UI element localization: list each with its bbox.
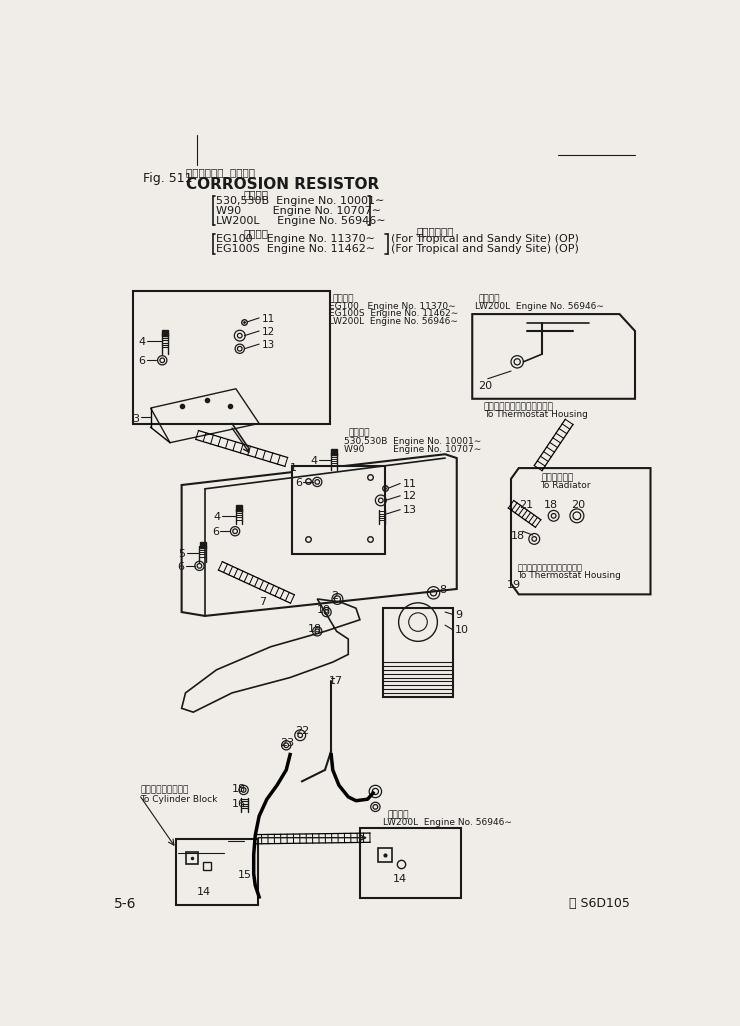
Text: 3: 3 xyxy=(132,415,139,424)
Text: 6: 6 xyxy=(212,527,219,538)
Bar xyxy=(383,608,453,697)
Text: コロージョン  レジスタ: コロージョン レジスタ xyxy=(186,167,255,177)
Text: 21: 21 xyxy=(519,501,533,510)
Text: W90         Engine No. 10707∼: W90 Engine No. 10707∼ xyxy=(217,205,382,215)
Text: 18: 18 xyxy=(545,501,559,510)
Text: 9: 9 xyxy=(455,609,462,620)
Text: To Cylinder Block: To Cylinder Block xyxy=(141,794,218,803)
Text: 12: 12 xyxy=(261,327,275,338)
Text: 適用号機: 適用号機 xyxy=(387,811,408,820)
Text: 6: 6 xyxy=(177,562,184,573)
Text: To Thermostat Housing: To Thermostat Housing xyxy=(517,571,621,581)
Text: 19: 19 xyxy=(507,580,521,590)
Text: LW200L  Engine No. 56946∼: LW200L Engine No. 56946∼ xyxy=(329,317,458,326)
Bar xyxy=(132,291,331,424)
Text: W90          Engine No. 10707∼: W90 Engine No. 10707∼ xyxy=(344,445,482,453)
Text: LW200L  Engine No. 56946∼: LW200L Engine No. 56946∼ xyxy=(383,819,512,827)
Text: 適用号機: 適用号機 xyxy=(333,294,354,303)
Text: 10: 10 xyxy=(455,625,469,635)
Text: 4: 4 xyxy=(310,456,317,466)
Text: 530,530B  Engine No. 10001∼: 530,530B Engine No. 10001∼ xyxy=(344,437,482,446)
Text: 4: 4 xyxy=(138,338,145,347)
Text: 18: 18 xyxy=(232,784,246,794)
Text: 14: 14 xyxy=(197,886,211,897)
Text: LW200L     Engine No. 56946∼: LW200L Engine No. 56946∼ xyxy=(217,215,386,226)
Text: 熱帯砂地仕様: 熱帯砂地仕様 xyxy=(417,227,454,236)
Text: 1: 1 xyxy=(290,464,297,473)
Text: 6: 6 xyxy=(295,478,302,488)
Text: 23: 23 xyxy=(280,738,295,748)
Text: CORROSION RESISTOR: CORROSION RESISTOR xyxy=(186,177,379,192)
Text: サーモスタットハウジングへ: サーモスタットハウジングへ xyxy=(484,402,554,410)
Text: EG100S  Engine No. 11462∼: EG100S Engine No. 11462∼ xyxy=(217,244,376,254)
Text: LW200L  Engine No. 56946∼: LW200L Engine No. 56946∼ xyxy=(474,302,603,311)
Text: 15: 15 xyxy=(238,870,252,880)
Text: 20: 20 xyxy=(479,381,493,391)
Text: 18: 18 xyxy=(511,531,525,542)
Bar xyxy=(292,466,386,554)
Bar xyxy=(176,839,258,905)
Text: 適用号機: 適用号機 xyxy=(243,190,269,199)
Text: 14: 14 xyxy=(393,874,407,883)
Text: (For Tropical and Sandy Site) (OP): (For Tropical and Sandy Site) (OP) xyxy=(391,244,579,254)
Text: 7: 7 xyxy=(259,597,266,606)
Text: 16: 16 xyxy=(232,799,246,810)
Text: 11: 11 xyxy=(403,479,417,488)
Text: (For Tropical and Sandy Site) (OP): (For Tropical and Sandy Site) (OP) xyxy=(391,234,579,244)
Text: To Thermostat Housing: To Thermostat Housing xyxy=(484,409,588,419)
Text: Ⓑ S6D105: Ⓑ S6D105 xyxy=(569,897,630,910)
Text: 適用号機: 適用号機 xyxy=(243,228,269,238)
Text: シリンダブロックへ: シリンダブロックへ xyxy=(141,785,189,794)
Text: 5-6: 5-6 xyxy=(114,897,137,911)
Text: EG100    Engine No. 11370∼: EG100 Engine No. 11370∼ xyxy=(217,234,375,244)
Text: サーモスタットハウジングへ: サーモスタットハウジングへ xyxy=(517,563,582,573)
Bar xyxy=(360,828,460,898)
Text: 19: 19 xyxy=(317,605,332,616)
Text: 5: 5 xyxy=(178,549,186,559)
Text: 4: 4 xyxy=(213,512,221,522)
Text: 適用号機: 適用号機 xyxy=(479,294,500,303)
Text: Fig. 511: Fig. 511 xyxy=(143,172,192,186)
Text: 18: 18 xyxy=(308,624,322,634)
Text: 2: 2 xyxy=(332,591,338,601)
Text: EG100   Engine No. 11370∼: EG100 Engine No. 11370∼ xyxy=(329,302,456,311)
Text: 12: 12 xyxy=(403,491,417,501)
Text: 13: 13 xyxy=(261,341,275,350)
Text: 11: 11 xyxy=(261,314,275,324)
Text: To Radiator: To Radiator xyxy=(540,481,591,490)
Text: EG100S  Engine No. 11462∼: EG100S Engine No. 11462∼ xyxy=(329,310,458,318)
Text: 13: 13 xyxy=(403,505,417,515)
Text: 22: 22 xyxy=(295,726,310,736)
Text: 8: 8 xyxy=(440,585,447,595)
Text: ラジエータへ: ラジエータへ xyxy=(542,473,574,482)
Text: 適用号機: 適用号機 xyxy=(349,429,370,438)
Text: 20: 20 xyxy=(571,501,585,510)
Text: 530,530B  Engine No. 10001∼: 530,530B Engine No. 10001∼ xyxy=(217,196,385,205)
Text: 17: 17 xyxy=(329,676,343,686)
Text: 6: 6 xyxy=(138,356,145,366)
